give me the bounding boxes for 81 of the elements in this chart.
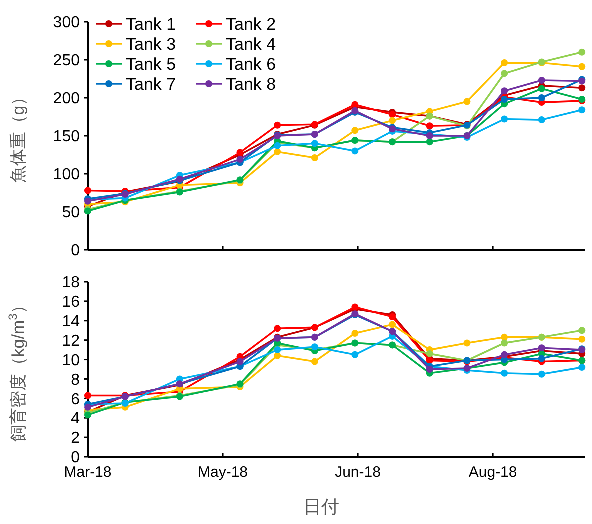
y-axis-title: 魚体重（g）	[9, 88, 28, 184]
point	[538, 370, 546, 378]
y-tick-label: 0	[71, 450, 80, 467]
point	[311, 358, 318, 366]
point	[274, 346, 282, 354]
x-tick-label: Aug-18	[468, 464, 518, 481]
point	[538, 85, 546, 92]
point	[578, 336, 586, 343]
y-tick-label: 14	[62, 313, 80, 330]
point	[578, 364, 586, 372]
point	[311, 154, 318, 162]
y-tick-label: 0	[71, 242, 80, 260]
point	[501, 334, 508, 341]
point	[501, 88, 508, 95]
point	[501, 370, 508, 377]
point	[352, 127, 359, 134]
point	[501, 70, 508, 78]
point	[274, 352, 282, 360]
x-tick-label: Jun-18	[335, 464, 381, 481]
point	[84, 187, 92, 194]
point	[84, 404, 92, 411]
point	[578, 327, 586, 334]
point	[274, 122, 282, 129]
point	[501, 116, 508, 123]
point	[538, 116, 546, 124]
point	[352, 330, 359, 338]
point	[501, 96, 508, 104]
point	[538, 355, 546, 362]
point	[389, 117, 396, 124]
point	[311, 344, 318, 351]
point	[578, 84, 586, 92]
point	[274, 148, 282, 156]
y-tick-label: 250	[53, 52, 80, 70]
y-tick-label: 150	[53, 128, 80, 146]
point	[464, 98, 471, 106]
y-tick-label: 16	[62, 294, 80, 312]
point	[84, 392, 92, 400]
legend-label: Tank 1	[126, 14, 176, 34]
point	[352, 351, 359, 358]
point	[501, 60, 508, 67]
point	[274, 142, 282, 150]
y-tick-label: 300	[53, 14, 80, 32]
point	[426, 138, 434, 146]
point	[352, 148, 359, 155]
point	[464, 340, 471, 347]
legend-label: Tank 3	[126, 34, 176, 54]
x-axis-title: 日付	[304, 497, 340, 517]
legend-label: Tank 6	[226, 54, 276, 74]
legend-label: Tank 8	[226, 74, 276, 94]
point	[501, 340, 508, 347]
y-tick-label: 6	[71, 391, 80, 408]
x-tick-label: May-18	[198, 464, 248, 481]
legend-label: Tank 7	[126, 74, 176, 94]
point	[578, 63, 586, 70]
point	[538, 94, 546, 102]
y-tick-label: 18	[62, 274, 80, 292]
point	[426, 366, 434, 373]
point	[274, 325, 282, 332]
y-tick-label: 4	[71, 410, 80, 428]
point	[389, 321, 396, 328]
y-tick-label: 200	[53, 90, 80, 108]
point	[311, 140, 318, 148]
legend-label: Tank 4	[226, 34, 276, 54]
legend-label: Tank 2	[226, 14, 276, 34]
y-tick-label: 2	[71, 430, 80, 448]
y-tick-label: 50	[62, 204, 80, 222]
x-tick-label: Mar-18	[64, 464, 112, 481]
legend-label: Tank 5	[126, 54, 176, 74]
point	[352, 101, 359, 108]
point	[236, 149, 244, 156]
y-tick-label: 12	[62, 332, 80, 350]
y-tick-label: 100	[53, 166, 80, 184]
y-tick-label: 10	[62, 352, 80, 370]
point	[389, 111, 396, 118]
y-tick-label: 8	[71, 372, 80, 389]
point	[426, 122, 434, 130]
point	[538, 77, 546, 84]
point	[578, 106, 586, 114]
point	[426, 350, 434, 358]
point	[236, 156, 244, 164]
point	[578, 48, 586, 56]
